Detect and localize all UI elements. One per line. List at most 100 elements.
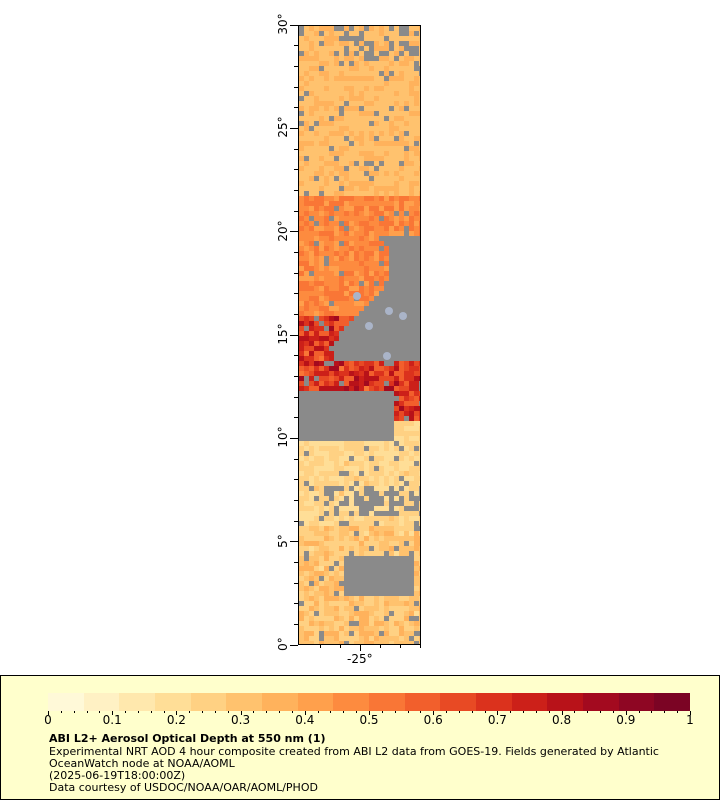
aod-cell [299, 376, 304, 381]
aod-cell [409, 161, 414, 166]
aod-cell [374, 526, 379, 531]
aod-cell [344, 96, 349, 101]
colorbar-minor-tick [651, 711, 653, 713]
colorbar-segment [226, 693, 263, 711]
aod-cell [309, 156, 314, 161]
aod-cell [414, 576, 419, 581]
aod-cell [334, 171, 339, 176]
aod-cell [369, 476, 374, 481]
aod-cell [309, 61, 314, 66]
aod-cell [399, 341, 404, 346]
aod-cell [414, 111, 419, 116]
aod-cell [374, 266, 379, 271]
aod-cell [399, 211, 404, 216]
aod-cell [419, 556, 420, 561]
aod-cell [409, 591, 414, 596]
aod-cell [309, 91, 314, 96]
aod-cell [389, 581, 394, 586]
aod-cell [344, 296, 349, 301]
aod-cell [374, 611, 379, 616]
aod-cell [354, 86, 359, 91]
longitude-label: -25° [347, 652, 373, 666]
aod-cell [344, 376, 349, 381]
aod-cell [379, 31, 384, 36]
aod-cell [344, 406, 349, 411]
aod-cell [399, 586, 404, 591]
aod-cell [399, 96, 404, 101]
aod-cell [344, 231, 349, 236]
aod-cell [419, 451, 420, 456]
aod-cell [374, 136, 379, 141]
aod-cell [399, 261, 404, 266]
aod-cell [384, 616, 389, 621]
aod-cell [304, 376, 309, 381]
aod-cell [379, 601, 384, 606]
aod-cell [414, 196, 419, 201]
aod-cell [389, 541, 394, 546]
aod-cell [319, 91, 324, 96]
aod-cell [349, 611, 354, 616]
aod-cell [304, 556, 309, 561]
latitude-label: 20° [276, 220, 290, 242]
aod-cell [319, 116, 324, 121]
aod-cell [304, 31, 309, 36]
aod-cell [414, 201, 419, 206]
aod-cell [419, 416, 420, 421]
aod-cell [374, 626, 379, 631]
aod-cell [384, 441, 389, 446]
aod-cell [414, 446, 419, 451]
aod-cell [404, 556, 409, 561]
aod-cell [419, 496, 420, 501]
aod-cell [379, 181, 384, 186]
aod-cell [399, 391, 404, 396]
aod-cell [304, 471, 309, 476]
aod-cell [399, 451, 404, 456]
aod-cell [309, 206, 314, 211]
aod-cell [304, 386, 309, 391]
aod-cell [314, 306, 319, 311]
aod-cell [304, 621, 309, 626]
aod-cell [354, 611, 359, 616]
aod-cell [364, 281, 369, 286]
aod-cell [334, 61, 339, 66]
aod-cell [394, 91, 399, 96]
aod-cell [409, 41, 414, 46]
aod-cell [379, 311, 384, 316]
latitude-label: 10° [276, 426, 290, 448]
aod-cell [394, 231, 399, 236]
aod-cell [299, 571, 304, 576]
aod-cell [319, 536, 324, 541]
aod-cell [389, 141, 394, 146]
aod-cell [339, 386, 344, 391]
colorbar-minor-tick [600, 711, 602, 713]
aod-cell [364, 596, 369, 601]
aod-cell [394, 341, 399, 346]
aod-cell [379, 101, 384, 106]
aod-cell [339, 416, 344, 421]
aod-cell [314, 541, 319, 546]
aod-cell [364, 631, 369, 636]
aod-cell [349, 451, 354, 456]
aod-cell [299, 561, 304, 566]
aerosol-map [298, 25, 421, 645]
aod-cell [324, 291, 329, 296]
aod-cell [389, 561, 394, 566]
aod-cell [354, 46, 359, 51]
aod-cell [299, 531, 304, 536]
aod-cell [299, 101, 304, 106]
aod-cell [384, 396, 389, 401]
aod-cell [404, 136, 409, 141]
aod-cell [419, 31, 420, 36]
aod-cell [409, 606, 414, 611]
aod-cell [309, 386, 314, 391]
aod-cell [299, 396, 304, 401]
aod-cell [344, 581, 349, 586]
aod-cell [324, 366, 329, 371]
aod-cell [374, 201, 379, 206]
aod-cell [379, 231, 384, 236]
aod-cell [344, 196, 349, 201]
colorbar-segment [476, 693, 512, 711]
aod-cell [329, 581, 334, 586]
aod-cell [409, 616, 414, 621]
aod-cell [414, 31, 419, 36]
